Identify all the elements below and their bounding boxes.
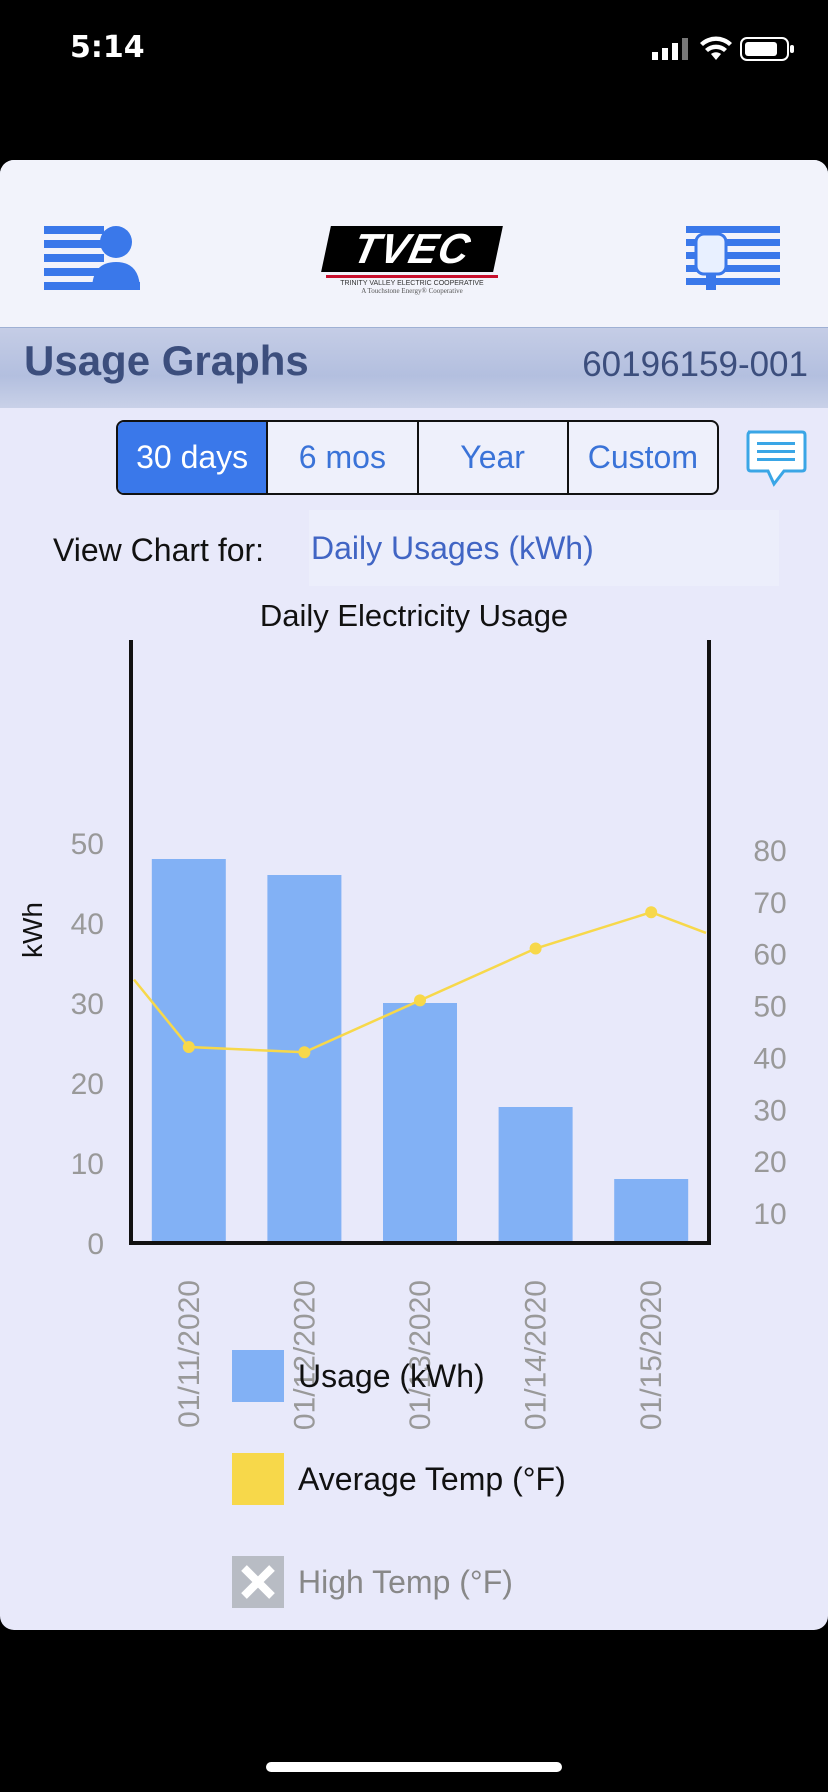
legend-usage[interactable]: Usage (kWh) <box>232 1350 485 1402</box>
legend-avg-temp[interactable]: Average Temp (°F) <box>232 1453 566 1505</box>
y-tick-label: 0 <box>87 1228 104 1261</box>
outage-menu-button[interactable] <box>686 222 782 294</box>
x-tick-label: 01/14/2020 <box>520 1280 553 1430</box>
usage-bar <box>498 1107 573 1243</box>
y2-tick-label: 60 <box>753 939 786 972</box>
y2-tick-label: 10 <box>753 1198 786 1231</box>
y2-tick-label: 80 <box>753 835 786 868</box>
usage-chart: 0 10 20 30 40 50 10 20 30 40 50 60 70 80 kWh 01/11/2020… <box>17 640 787 1430</box>
y2-tick-label: 40 <box>753 1042 786 1075</box>
y-tick-label: 40 <box>71 908 104 941</box>
avg-temp-point <box>529 942 542 955</box>
app-card: TVEC TRINITY VALLEY ELECTRIC COOPERATIVE… <box>0 160 828 1630</box>
chart-type-select[interactable]: Daily Usages (kWh) <box>309 510 779 586</box>
x-tick-label: 01/15/2020 <box>635 1280 668 1430</box>
tab-custom[interactable]: Custom <box>587 439 698 475</box>
legend-high-temp-swatch <box>232 1556 284 1608</box>
avg-temp-point <box>298 1046 311 1059</box>
usage-bar <box>267 875 342 1243</box>
tab-30-days[interactable]: 30 days <box>118 422 269 493</box>
chart-title: Daily Electricity Usage <box>259 598 569 633</box>
y-axis-label: kWh <box>17 902 48 958</box>
wifi-icon <box>700 36 732 62</box>
battery-icon <box>740 36 796 62</box>
y2-tick-label: 20 <box>753 1146 786 1179</box>
legend-avg-temp-label: Average Temp (°F) <box>298 1460 566 1497</box>
chat-bubble-icon <box>746 430 807 487</box>
plug-list-icon <box>686 226 780 290</box>
tab-6-mos[interactable]: 6 mos <box>268 422 419 493</box>
avg-temp-point <box>182 1041 195 1054</box>
y-tick-label: 50 <box>71 828 104 861</box>
legend-usage-swatch <box>232 1350 284 1402</box>
y2-tick-label: 30 <box>753 1094 786 1127</box>
logo-subtitle: TRINITY VALLEY ELECTRIC COOPERATIVE <box>340 280 484 287</box>
legend-usage-label: Usage (kWh) <box>298 1357 485 1394</box>
tvec-logo: TVEC TRINITY VALLEY ELECTRIC COOPERATIVE… <box>321 225 503 310</box>
y-tick-label: 10 <box>71 1148 104 1181</box>
avg-temp-point <box>645 906 658 919</box>
view-chart-label: View Chart for: <box>53 532 265 568</box>
y2-tick-label: 70 <box>753 887 786 920</box>
legend-avg-temp-swatch <box>232 1453 284 1505</box>
y-tick-label: 30 <box>71 988 104 1021</box>
avg-temp-point <box>414 994 426 1007</box>
logo-tagline: A Touchstone Energy® Cooperative <box>361 287 463 295</box>
message-button[interactable] <box>744 428 808 490</box>
account-menu-button[interactable] <box>42 222 142 294</box>
disabled-x-icon <box>241 1565 275 1599</box>
x-tick-label: 01/13/2020 <box>404 1280 437 1430</box>
signal-icon <box>652 38 690 60</box>
account-number: 60196159-001 <box>582 345 808 384</box>
y-tick-label: 20 <box>71 1068 104 1101</box>
account-list-icon <box>44 226 140 290</box>
page-banner <box>0 327 828 408</box>
tab-year[interactable]: Year <box>419 422 569 493</box>
x-tick-label: 01/11/2020 <box>173 1280 206 1428</box>
usage-bar <box>614 1179 689 1243</box>
legend-high-temp-label: High Temp (°F) <box>298 1563 513 1600</box>
range-tabs: 30 days 6 mos Year Custom <box>116 420 719 495</box>
legend-high-temp[interactable]: High Temp (°F) <box>232 1556 513 1608</box>
status-time: 5:14 <box>70 30 145 65</box>
logo-text: TVEC <box>321 225 503 272</box>
x-tick-label: 01/12/2020 <box>288 1280 321 1430</box>
page-title: Usage Graphs <box>24 337 309 384</box>
y2-tick-label: 50 <box>753 991 786 1024</box>
home-indicator[interactable] <box>266 1762 562 1772</box>
usage-bar <box>383 1003 457 1243</box>
